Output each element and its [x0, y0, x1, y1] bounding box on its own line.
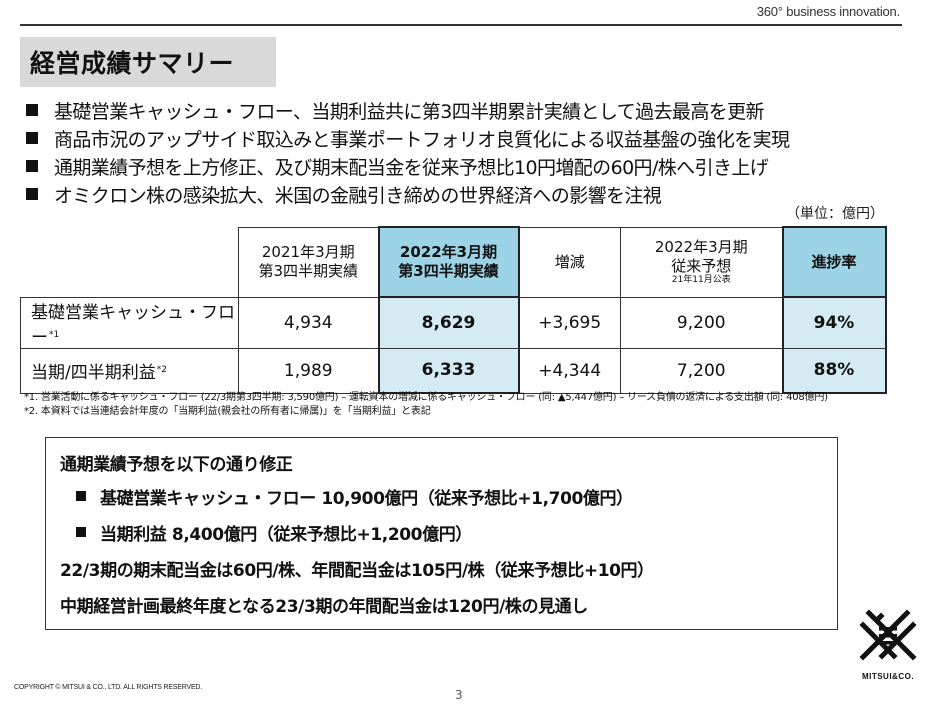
- mitsui-logo-icon: [859, 609, 917, 661]
- table-row: 当期/四半期利益*2 1,989 6,333 +4,344 7,200 88%: [20, 347, 887, 394]
- bullet-text: 通期業績予想を上方修正、及び期末配当金を従来予想比10円増配の60円/株へ引き上…: [54, 156, 769, 179]
- table-cell: 1,989: [238, 347, 379, 394]
- outlook-line: 中期経営計画最終年度となる23/3期の年間配当金は120円/株の見通し: [60, 596, 588, 617]
- forecast-revision-box: 通期業績予想を以下の通り修正 基礎営業キャッシュ・フロー 10,900億円（従来…: [45, 437, 838, 630]
- logo-text: MITSUI&CO.: [861, 672, 915, 681]
- table-header-cell: 2022年3月期 従来予想 21年11月公表: [620, 226, 783, 298]
- square-bullet-icon: [26, 188, 38, 200]
- table-header-row: 2021年3月期 第3四半期実績 2022年3月期 第3四半期実績 増減 202…: [20, 226, 887, 298]
- square-bullet-icon: [26, 132, 38, 144]
- table-cell-highlight: 94%: [781, 296, 887, 349]
- revision-heading: 通期業績予想を以下の通り修正: [60, 455, 293, 475]
- square-bullet-icon: [76, 527, 86, 537]
- table-header-cell-highlight: 2022年3月期 第3四半期実績: [377, 226, 520, 298]
- company-logo: MITSUI&CO.: [850, 607, 926, 697]
- page-number: 3: [455, 688, 463, 702]
- footnote-marker: *2: [156, 365, 167, 375]
- footnote-2: *2. 本資料では当連結会計年度の「当期利益(親会社の所有者に帰属)」を「当期利…: [24, 406, 431, 417]
- unit-label: （単位：億円）: [786, 206, 884, 222]
- bullet-item: 商品市況のアップサイド取込みと事業ポートフォリオ良質化による収益基盤の強化を実現: [26, 124, 916, 152]
- row-label: 当期/四半期利益*2: [20, 347, 239, 394]
- table-cell: 9,200: [620, 296, 783, 349]
- square-bullet-icon: [76, 491, 86, 501]
- table-row: 基礎営業キャッシュ・フロー*1 4,934 8,629 +3,695 9,200…: [20, 296, 887, 349]
- bullet-text: 商品市況のアップサイド取込みと事業ポートフォリオ良質化による収益基盤の強化を実現: [54, 128, 790, 151]
- bullet-item: オミクロン株の感染拡大、米国の金融引き締めの世界経済への影響を注視: [26, 180, 916, 208]
- square-bullet-icon: [26, 160, 38, 172]
- copyright: COPYRIGHT © MITSUI & CO., LTD. ALL RIGHT…: [14, 684, 203, 691]
- table-cell-highlight: 6,333: [377, 347, 520, 394]
- summary-bullets: 基礎営業キャッシュ・フロー、当期利益共に第3四半期累計実績として過去最高を更新 …: [26, 96, 916, 208]
- table-header-cell-highlight: 進捗率: [781, 226, 887, 298]
- bullet-item: 基礎営業キャッシュ・フロー、当期利益共に第3四半期累計実績として過去最高を更新: [26, 96, 916, 124]
- table-cell: +3,695: [518, 296, 621, 349]
- table-header-cell: 2021年3月期 第3四半期実績: [238, 226, 379, 298]
- results-table: 2021年3月期 第3四半期実績 2022年3月期 第3四半期実績 増減 202…: [20, 226, 887, 394]
- page-title: 経営成績サマリー: [30, 49, 235, 78]
- footnotes: *1. 営業活動に係るキャッシュ・フロー (22/3期第3四半期: 3,590億…: [24, 391, 828, 419]
- header-tagline: 360° business innovation.: [756, 4, 901, 19]
- table-cell: 7,200: [620, 347, 783, 394]
- row-label: 基礎営業キャッシュ・フロー*1: [20, 296, 239, 349]
- footnote-1: *1. 営業活動に係るキャッシュ・フロー (22/3期第3四半期: 3,590億…: [24, 392, 828, 403]
- announcement-note: 21年11月公表: [671, 275, 731, 286]
- table-cell: +4,344: [518, 347, 621, 394]
- bullet-text: 基礎営業キャッシュ・フロー、当期利益共に第3四半期累計実績として過去最高を更新: [54, 100, 765, 123]
- table-cell: 4,934: [238, 296, 379, 349]
- table-corner-cell: [20, 227, 239, 298]
- table-header-cell: 増減: [518, 226, 621, 298]
- square-bullet-icon: [26, 104, 38, 116]
- revision-item: 当期利益 8,400億円（従来予想比+1,200億円）: [60, 514, 837, 550]
- table-cell-highlight: 8,629: [377, 296, 520, 349]
- dividend-line: 22/3期の期末配当金は60円/株、年間配当金は105円/株（従来予想比+10円…: [60, 560, 654, 581]
- bullet-item: 通期業績予想を上方修正、及び期末配当金を従来予想比10円増配の60円/株へ引き上…: [26, 152, 916, 180]
- header-rule: [20, 24, 902, 26]
- page-title-box: 経営成績サマリー: [20, 37, 276, 87]
- revision-item: 基礎営業キャッシュ・フロー 10,900億円（従来予想比+1,700億円）: [60, 478, 837, 514]
- table-cell-highlight: 88%: [781, 347, 887, 394]
- bullet-text: オミクロン株の感染拡大、米国の金融引き締めの世界経済への影響を注視: [54, 184, 662, 207]
- footnote-marker: *1: [49, 329, 60, 340]
